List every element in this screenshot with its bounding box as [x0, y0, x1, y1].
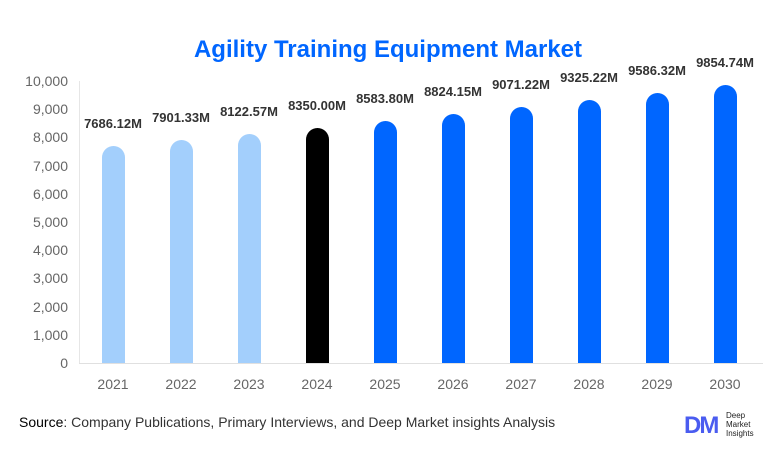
source-text: : Company Publications, Primary Intervie… — [63, 414, 556, 430]
y-tick-label: 0 — [60, 355, 68, 371]
bar-value-label: 8824.15M — [424, 84, 482, 100]
source-note: Source: Company Publications, Primary In… — [19, 414, 555, 430]
bar-2028 — [577, 100, 601, 363]
y-tick-label: 9,000 — [32, 101, 68, 118]
x-axis-line — [79, 363, 763, 364]
bar-2023 — [237, 133, 261, 363]
logo-mark: DM — [684, 412, 719, 439]
bar-value-label: 8583.80M — [356, 90, 414, 106]
y-tick-label: 3,000 — [32, 270, 68, 287]
y-tick-label: 8,000 — [32, 129, 68, 146]
x-tick-label: 2026 — [437, 376, 469, 392]
bar-2030 — [713, 85, 737, 363]
bar-2024 — [305, 127, 329, 363]
x-tick-label: 2024 — [301, 376, 333, 392]
deep-market-insights-logo: DM Deep Market Insights — [684, 410, 764, 440]
logo-wordmark: Deep Market Insights — [726, 411, 754, 438]
y-tick-label: 6,000 — [32, 185, 68, 202]
bar-2027 — [509, 107, 533, 363]
y-tick-label: 2,000 — [32, 298, 68, 315]
y-axis-line — [79, 81, 80, 363]
bar-value-label: 9071.22M — [492, 77, 550, 93]
bar-value-label: 9854.74M — [696, 55, 754, 71]
y-tick-label: 4,000 — [32, 242, 68, 259]
bar-value-label: 9586.32M — [628, 62, 686, 78]
bar-value-label: 8122.57M — [220, 103, 278, 119]
source-label: Source — [19, 414, 64, 430]
bar-2025 — [373, 120, 397, 363]
bar-2026 — [441, 114, 465, 363]
x-tick-label: 2023 — [233, 376, 265, 392]
x-tick-label: 2030 — [709, 376, 741, 392]
y-tick-label: 10,000 — [25, 73, 68, 89]
bar-value-label: 7901.33M — [152, 110, 210, 126]
y-tick-label: 5,000 — [32, 214, 68, 230]
x-tick-label: 2021 — [97, 376, 129, 392]
y-tick-label: 1,000 — [32, 326, 68, 343]
bar-2029 — [645, 92, 669, 363]
y-tick-label: 7,000 — [32, 157, 68, 174]
x-tick-label: 2027 — [505, 376, 537, 392]
bar-value-label: 7686.12M — [84, 116, 142, 132]
bar-value-label: 9325.22M — [560, 70, 618, 86]
x-tick-label: 2028 — [573, 376, 605, 392]
x-tick-label: 2029 — [641, 376, 673, 392]
chart-title: Agility Training Equipment Market — [193, 36, 583, 63]
x-tick-label: 2022 — [165, 376, 197, 392]
bar-value-label: 8350.00M — [288, 97, 346, 113]
bar-2022 — [169, 140, 193, 363]
bar-2021 — [101, 146, 125, 363]
x-tick-label: 2025 — [369, 376, 401, 392]
